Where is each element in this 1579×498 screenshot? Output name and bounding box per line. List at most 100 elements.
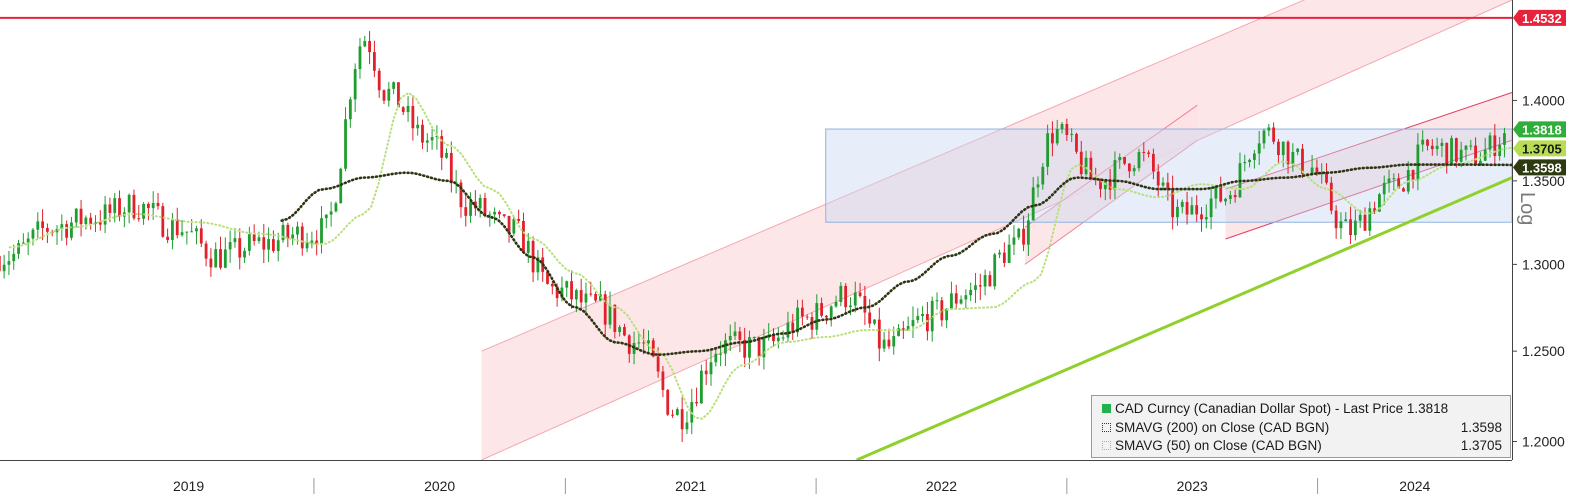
candle-body (1118, 157, 1122, 161)
candle-body (791, 322, 795, 333)
candle-body (825, 315, 828, 318)
candle-body (738, 331, 742, 340)
legend-item-sma200[interactable]: SMAVG (200) on Close (CAD BGN) 1.3598 (1102, 419, 1502, 437)
candle-body (661, 371, 665, 390)
y-tick-label: 1.2500 (1522, 343, 1565, 359)
candle-body (796, 307, 799, 333)
candle-body (1233, 195, 1237, 198)
candle-body (589, 293, 593, 295)
candle-body (873, 319, 876, 324)
candle-body (800, 307, 804, 317)
candle-body (98, 222, 102, 225)
candle-body (1363, 214, 1367, 231)
candle-body (574, 290, 578, 300)
legend-item-sma50[interactable]: SMAVG (50) on Close (CAD BGN) 1.3705 (1102, 437, 1502, 455)
candle-body (820, 303, 824, 316)
candle-body (166, 236, 170, 240)
candle-body (276, 240, 280, 251)
candle-body (714, 353, 718, 363)
candle-body (1344, 219, 1348, 222)
candle-body (348, 99, 352, 120)
candle-body (1209, 198, 1213, 218)
candle-body (704, 370, 708, 375)
candle-body (1411, 170, 1415, 180)
scale-label: Log (1516, 192, 1538, 226)
candle-body (397, 82, 400, 108)
candle-body (1046, 133, 1050, 167)
candle-body (1301, 148, 1304, 174)
candle-body (252, 234, 256, 241)
candle-body (594, 293, 597, 301)
candle-body (863, 295, 867, 313)
candle-body (478, 197, 482, 209)
candle-body (1084, 157, 1088, 175)
candle-body (1320, 172, 1324, 175)
chart-legend: CAD Curncy (Canadian Dollar Spot) - Last… (1091, 395, 1511, 458)
candle-body (199, 228, 203, 244)
candle-body (344, 119, 347, 169)
candle-body (522, 220, 525, 253)
candle-body (219, 249, 222, 268)
price-tag (1513, 140, 1566, 157)
x-tick-label: 2022 (926, 478, 957, 494)
candle-body (507, 215, 511, 234)
legend-item-last-price[interactable]: CAD Curncy (Canadian Dollar Spot) - Last… (1102, 400, 1502, 418)
candle-body (752, 337, 756, 339)
candle-body (1454, 138, 1458, 162)
candle-body (1349, 219, 1352, 236)
legend-value: 1.3818 (1406, 401, 1449, 416)
candle-body (175, 219, 179, 236)
price-tag (1513, 9, 1566, 26)
price-tag-label: 1.3818 (1522, 122, 1562, 137)
candle-body (1469, 145, 1473, 147)
candle-body (17, 243, 20, 254)
candle-body (118, 198, 121, 217)
candle-body (546, 271, 549, 284)
sma200-line (280, 163, 1517, 357)
candle-body (55, 229, 59, 233)
candle-body (1291, 152, 1295, 165)
candle-body (358, 46, 362, 70)
candle-body (526, 240, 530, 253)
candle-body (1060, 124, 1064, 130)
candle-body (1252, 153, 1256, 160)
candle-body (324, 214, 328, 219)
candle-body (1296, 148, 1300, 153)
candle-body (425, 140, 429, 143)
candle-body (781, 337, 785, 339)
candle-body (1450, 138, 1453, 165)
candle-body (1387, 178, 1391, 183)
candle-body (94, 222, 97, 224)
candle-body (988, 275, 992, 287)
candle-body (281, 224, 285, 241)
candle-body (935, 300, 939, 302)
candle-body (430, 137, 434, 141)
candle-body (146, 203, 150, 209)
candle-body (724, 340, 727, 354)
candle-body (1161, 182, 1165, 186)
candle-body (584, 293, 588, 303)
candle-body (1195, 205, 1199, 215)
candle-body (699, 370, 703, 404)
candle-body (839, 285, 843, 302)
candle-body (142, 203, 145, 219)
candle-body (950, 293, 953, 309)
x-tick-label: 2021 (675, 478, 706, 494)
candle-body (214, 249, 218, 268)
x-tick-label: 2023 (1177, 478, 1208, 494)
legend-value: 1.3598 (1460, 420, 1502, 435)
candle-body (974, 285, 977, 290)
x-tick-label: 2020 (424, 478, 455, 494)
candle-body (849, 305, 852, 308)
candle-body (1286, 141, 1290, 165)
candle-body (180, 232, 184, 236)
candle-body (1339, 221, 1343, 229)
legend-label: SMAVG (50) on Close (CAD BGN) (1115, 438, 1322, 453)
candle-body (382, 90, 386, 101)
candle-body (286, 224, 290, 239)
candle-body (892, 336, 896, 347)
candle-body (1368, 208, 1372, 231)
candle-body (1002, 252, 1006, 263)
candle-body (1041, 166, 1045, 185)
candle-body (2, 264, 6, 272)
